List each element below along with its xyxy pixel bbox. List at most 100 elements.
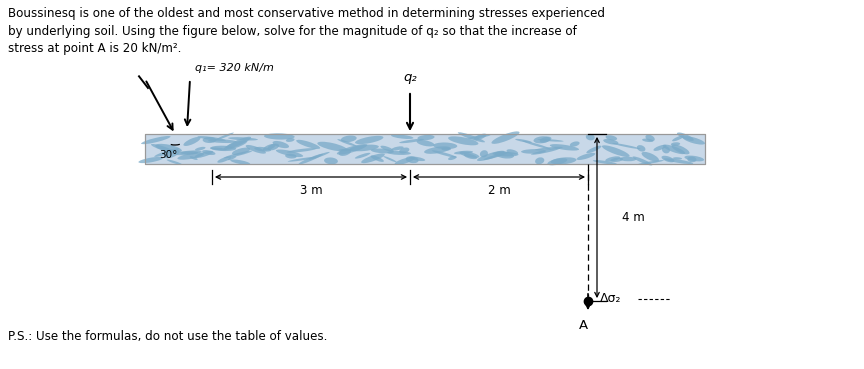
Bar bbox=[145, 134, 705, 164]
Text: by underlying soil. Using the figure below, solve for the magnitude of q₂ so tha: by underlying soil. Using the figure bel… bbox=[8, 24, 577, 38]
Text: stress at point A is 20 kN/m².: stress at point A is 20 kN/m². bbox=[8, 42, 181, 55]
Ellipse shape bbox=[593, 160, 617, 165]
Ellipse shape bbox=[677, 132, 694, 141]
Text: q₂: q₂ bbox=[403, 71, 416, 84]
Ellipse shape bbox=[406, 156, 419, 163]
Ellipse shape bbox=[480, 150, 488, 157]
Ellipse shape bbox=[603, 139, 619, 145]
Ellipse shape bbox=[371, 155, 384, 162]
Ellipse shape bbox=[477, 151, 505, 161]
Ellipse shape bbox=[550, 144, 579, 151]
Ellipse shape bbox=[673, 157, 682, 159]
Text: P.S.: Use the formulas, do not use the table of values.: P.S.: Use the formulas, do not use the t… bbox=[8, 330, 327, 343]
Ellipse shape bbox=[460, 151, 480, 158]
Ellipse shape bbox=[208, 139, 237, 143]
Ellipse shape bbox=[642, 152, 659, 162]
Ellipse shape bbox=[355, 153, 371, 159]
Ellipse shape bbox=[167, 159, 182, 165]
Text: Δσ₂: Δσ₂ bbox=[600, 293, 621, 306]
Ellipse shape bbox=[521, 149, 546, 154]
Ellipse shape bbox=[550, 157, 576, 164]
Ellipse shape bbox=[672, 135, 684, 141]
Ellipse shape bbox=[151, 144, 175, 153]
Ellipse shape bbox=[224, 151, 252, 158]
Ellipse shape bbox=[298, 154, 323, 165]
Ellipse shape bbox=[535, 157, 544, 164]
Ellipse shape bbox=[214, 132, 234, 141]
Ellipse shape bbox=[613, 143, 640, 149]
Ellipse shape bbox=[506, 149, 518, 155]
Ellipse shape bbox=[308, 152, 330, 160]
Ellipse shape bbox=[226, 137, 251, 149]
Ellipse shape bbox=[495, 151, 514, 159]
Ellipse shape bbox=[254, 147, 271, 152]
Ellipse shape bbox=[391, 146, 403, 151]
Ellipse shape bbox=[662, 156, 675, 162]
Ellipse shape bbox=[317, 142, 347, 151]
Ellipse shape bbox=[645, 135, 655, 141]
Text: 4 m: 4 m bbox=[622, 211, 645, 224]
Ellipse shape bbox=[687, 156, 696, 162]
Ellipse shape bbox=[442, 147, 451, 151]
Ellipse shape bbox=[138, 157, 163, 163]
Ellipse shape bbox=[276, 149, 303, 157]
Ellipse shape bbox=[355, 136, 384, 144]
Text: 2 m: 2 m bbox=[487, 184, 511, 197]
Ellipse shape bbox=[141, 136, 170, 144]
Ellipse shape bbox=[210, 148, 226, 150]
Ellipse shape bbox=[474, 134, 486, 140]
Ellipse shape bbox=[231, 159, 251, 165]
Ellipse shape bbox=[183, 137, 200, 146]
Ellipse shape bbox=[399, 148, 410, 154]
Ellipse shape bbox=[324, 158, 338, 164]
Ellipse shape bbox=[288, 157, 317, 162]
Ellipse shape bbox=[395, 157, 415, 165]
Ellipse shape bbox=[181, 151, 198, 154]
Ellipse shape bbox=[263, 144, 276, 151]
Ellipse shape bbox=[515, 139, 532, 143]
Ellipse shape bbox=[195, 147, 206, 151]
Ellipse shape bbox=[533, 136, 550, 144]
Ellipse shape bbox=[610, 158, 623, 162]
Ellipse shape bbox=[361, 154, 384, 163]
Ellipse shape bbox=[177, 153, 204, 160]
Ellipse shape bbox=[203, 137, 216, 143]
Ellipse shape bbox=[387, 151, 411, 155]
Ellipse shape bbox=[492, 131, 519, 144]
Ellipse shape bbox=[586, 134, 594, 140]
Ellipse shape bbox=[448, 136, 479, 145]
Ellipse shape bbox=[384, 156, 397, 162]
Ellipse shape bbox=[619, 157, 637, 161]
Ellipse shape bbox=[245, 145, 266, 154]
Ellipse shape bbox=[576, 153, 595, 160]
Ellipse shape bbox=[684, 156, 704, 161]
Ellipse shape bbox=[683, 136, 705, 145]
Ellipse shape bbox=[448, 156, 457, 160]
Ellipse shape bbox=[337, 144, 367, 155]
Ellipse shape bbox=[287, 148, 317, 153]
Ellipse shape bbox=[416, 140, 435, 146]
Ellipse shape bbox=[671, 144, 689, 154]
Ellipse shape bbox=[202, 150, 215, 155]
Ellipse shape bbox=[156, 144, 181, 152]
Ellipse shape bbox=[228, 137, 257, 141]
Ellipse shape bbox=[155, 148, 179, 157]
Text: A: A bbox=[578, 319, 588, 332]
Bar bbox=[145, 134, 705, 164]
Ellipse shape bbox=[454, 151, 473, 154]
Ellipse shape bbox=[417, 135, 435, 140]
Ellipse shape bbox=[522, 141, 550, 149]
Ellipse shape bbox=[570, 141, 580, 146]
Ellipse shape bbox=[540, 137, 551, 143]
Ellipse shape bbox=[548, 158, 568, 165]
Ellipse shape bbox=[189, 156, 198, 160]
Ellipse shape bbox=[587, 146, 601, 153]
Ellipse shape bbox=[164, 149, 180, 158]
Ellipse shape bbox=[194, 151, 213, 158]
Ellipse shape bbox=[637, 160, 664, 165]
Ellipse shape bbox=[602, 145, 630, 157]
Ellipse shape bbox=[286, 138, 295, 142]
Ellipse shape bbox=[432, 150, 457, 158]
Ellipse shape bbox=[210, 146, 236, 151]
Ellipse shape bbox=[433, 142, 457, 149]
